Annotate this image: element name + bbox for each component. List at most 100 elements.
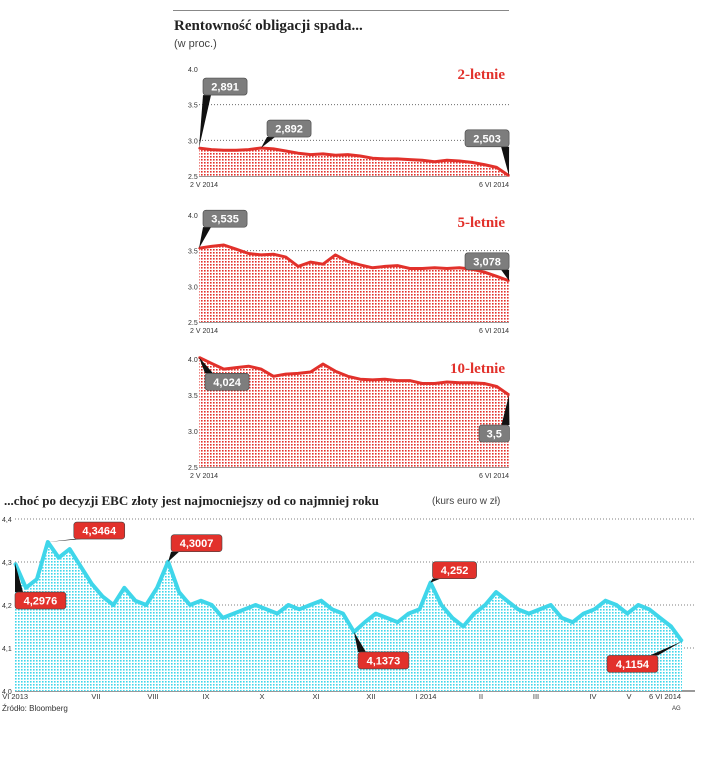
data-point — [285, 256, 287, 258]
data-point — [68, 548, 71, 550]
x-tick-label: IX — [202, 692, 209, 701]
data-point — [582, 612, 585, 615]
x-tick-label: VII — [91, 692, 100, 701]
callout: 3,535 — [199, 209, 248, 249]
data-point — [347, 153, 349, 156]
callout: 2,892 — [261, 119, 312, 148]
data-point — [539, 608, 541, 611]
data-point — [25, 587, 27, 589]
x-tick-label: I 2014 — [416, 692, 437, 701]
data-point — [433, 267, 436, 269]
data-point — [571, 621, 574, 623]
data-point — [483, 382, 486, 385]
data-point — [272, 375, 275, 378]
x-tick-label: 2 V 2014 — [190, 328, 218, 335]
data-point — [451, 617, 454, 619]
data-point — [359, 155, 362, 157]
data-point — [458, 160, 461, 162]
data-point — [626, 612, 629, 615]
data-point — [101, 595, 104, 598]
data-point — [334, 154, 337, 157]
callout-box — [202, 77, 248, 96]
data-point — [483, 271, 486, 273]
data-point — [371, 379, 374, 381]
x-tick-label: III — [533, 692, 539, 701]
callout-pointer — [47, 539, 82, 542]
chart-3: 4.0 3.5 3.0 2.52 V 2014 6 VI 2014 10-letnie 4,… — [188, 355, 510, 480]
data-point — [458, 382, 461, 384]
series-line — [198, 243, 510, 283]
y-tick-label: 2.5 — [188, 465, 198, 472]
y-tick-label: 4,0 — [2, 689, 12, 696]
callout: 4,1373 — [354, 632, 410, 670]
data-point — [211, 604, 213, 606]
data-point — [309, 371, 312, 373]
data-point — [112, 604, 115, 606]
data-point — [200, 599, 202, 602]
data-point — [123, 587, 126, 589]
data-point — [189, 604, 191, 606]
data-point — [637, 604, 640, 606]
data-point — [235, 366, 237, 369]
data-point — [409, 158, 411, 161]
callout-box — [464, 252, 510, 271]
data-point — [433, 382, 436, 385]
data-point — [145, 604, 147, 606]
x-tick-label: VIII — [147, 692, 158, 701]
data-point — [90, 582, 93, 585]
data-point — [371, 157, 374, 159]
callout-pointer — [649, 641, 682, 656]
callout-label: 4,024 — [213, 377, 241, 389]
data-point — [560, 617, 563, 619]
callout-label: 2,892 — [275, 124, 303, 136]
callout: 4,252 — [430, 561, 477, 583]
bond-chart-subtitle: (w proc.) — [174, 38, 217, 50]
data-point — [260, 254, 262, 256]
data-point — [670, 625, 672, 628]
bond-chart-title: Rentowność obligacji spada... — [174, 18, 363, 34]
x-tick-label: II — [479, 692, 483, 701]
data-point — [79, 565, 82, 568]
data-point — [334, 370, 337, 373]
data-point — [458, 267, 461, 269]
data-point — [260, 368, 262, 370]
series-line — [198, 146, 510, 178]
data-point — [421, 267, 424, 270]
data-point — [322, 263, 324, 266]
data-point — [433, 160, 436, 163]
callout-box — [606, 655, 659, 673]
chart-1: 4.0 3.5 3.0 2.52 V 2014 6 VI 2014 2-letnie 2,8… — [188, 67, 510, 189]
data-point — [506, 599, 508, 602]
x-tick-label: XI — [312, 692, 319, 701]
data-point — [322, 363, 324, 365]
euro-chart-subtitle: (kurs euro w zł) — [432, 496, 501, 507]
data-point — [473, 612, 476, 615]
data-point — [247, 148, 250, 151]
y-tick-label: 3.5 — [188, 249, 198, 256]
callout-label: 4,252 — [441, 565, 469, 577]
data-point — [223, 368, 225, 370]
data-point — [276, 612, 279, 615]
callout: 4,2976 — [14, 563, 67, 610]
callout-label: 4,2976 — [24, 596, 58, 608]
y-tick-label: 3.0 — [188, 138, 198, 145]
series-label: 5-letnie — [458, 215, 506, 231]
y-tick-label: 3.0 — [188, 429, 198, 436]
data-point — [440, 604, 443, 606]
data-point — [384, 265, 386, 268]
data-point — [272, 148, 275, 150]
credit-note: AG — [672, 706, 681, 712]
callout-pointer — [501, 395, 510, 425]
callout-pointer — [199, 95, 211, 149]
callout-label: 4,3464 — [82, 526, 117, 538]
callout-box — [73, 521, 126, 540]
data-point — [604, 599, 607, 602]
y-tick-label: 4.0 — [188, 213, 198, 220]
data-point — [421, 159, 424, 162]
callout-pointer — [261, 137, 275, 148]
y-tick-label: 4,3 — [2, 560, 12, 567]
data-point — [272, 253, 275, 255]
callout: 2,891 — [199, 77, 248, 149]
data-point — [57, 556, 60, 559]
